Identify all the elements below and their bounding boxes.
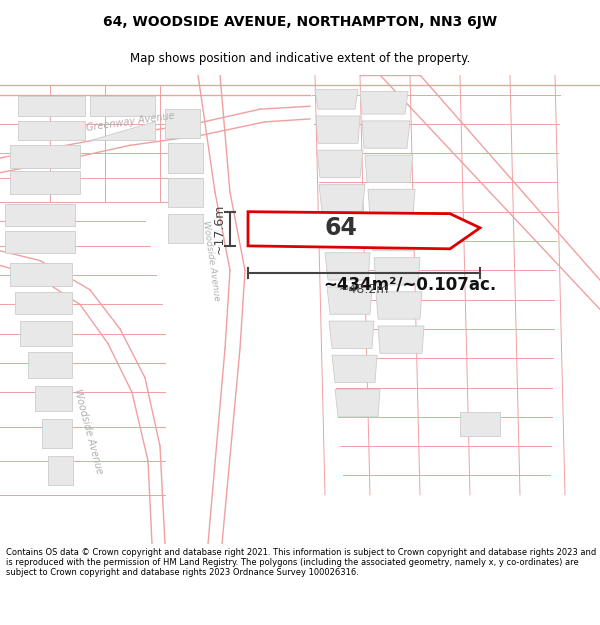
Polygon shape xyxy=(332,355,377,382)
Polygon shape xyxy=(5,231,75,253)
Polygon shape xyxy=(35,386,72,411)
Polygon shape xyxy=(10,171,80,194)
Text: Greenway Avenue: Greenway Avenue xyxy=(85,111,175,133)
Polygon shape xyxy=(10,264,72,286)
Polygon shape xyxy=(18,96,85,116)
Polygon shape xyxy=(316,116,360,143)
Text: 64, WOODSIDE AVENUE, NORTHAMPTON, NN3 6JW: 64, WOODSIDE AVENUE, NORTHAMPTON, NN3 6J… xyxy=(103,15,497,29)
Polygon shape xyxy=(165,109,200,139)
Polygon shape xyxy=(90,121,155,141)
Polygon shape xyxy=(376,292,422,319)
Polygon shape xyxy=(5,204,75,226)
Text: Map shows position and indicative extent of the property.: Map shows position and indicative extent… xyxy=(130,52,470,65)
Polygon shape xyxy=(90,96,155,116)
Polygon shape xyxy=(315,89,358,109)
Polygon shape xyxy=(329,321,374,349)
Polygon shape xyxy=(322,219,367,246)
Polygon shape xyxy=(42,419,72,448)
Polygon shape xyxy=(168,177,203,207)
Text: ~434m²/~0.107ac.: ~434m²/~0.107ac. xyxy=(323,276,497,294)
Text: ~48.2m: ~48.2m xyxy=(339,283,389,296)
Polygon shape xyxy=(248,212,480,249)
Polygon shape xyxy=(10,145,80,168)
Polygon shape xyxy=(317,150,363,178)
Text: Contains OS data © Crown copyright and database right 2021. This information is : Contains OS data © Crown copyright and d… xyxy=(6,548,596,578)
Text: Woodside Avenue: Woodside Avenue xyxy=(201,220,221,301)
Polygon shape xyxy=(460,412,500,436)
Polygon shape xyxy=(374,258,420,285)
Polygon shape xyxy=(20,321,72,346)
Polygon shape xyxy=(28,352,72,377)
Polygon shape xyxy=(365,155,413,182)
Polygon shape xyxy=(378,326,424,353)
Polygon shape xyxy=(360,92,408,114)
Polygon shape xyxy=(327,287,372,314)
Polygon shape xyxy=(48,456,73,485)
Polygon shape xyxy=(371,223,417,251)
Polygon shape xyxy=(18,121,85,141)
Polygon shape xyxy=(319,184,365,212)
Polygon shape xyxy=(15,292,72,314)
Polygon shape xyxy=(362,121,410,148)
Polygon shape xyxy=(325,253,370,280)
Text: ~17.6m: ~17.6m xyxy=(213,204,226,254)
Polygon shape xyxy=(168,143,203,172)
Polygon shape xyxy=(368,189,415,217)
Polygon shape xyxy=(335,389,380,417)
Polygon shape xyxy=(168,214,203,243)
Text: 64: 64 xyxy=(325,216,358,241)
Text: Woodside Avenue: Woodside Avenue xyxy=(72,388,104,475)
